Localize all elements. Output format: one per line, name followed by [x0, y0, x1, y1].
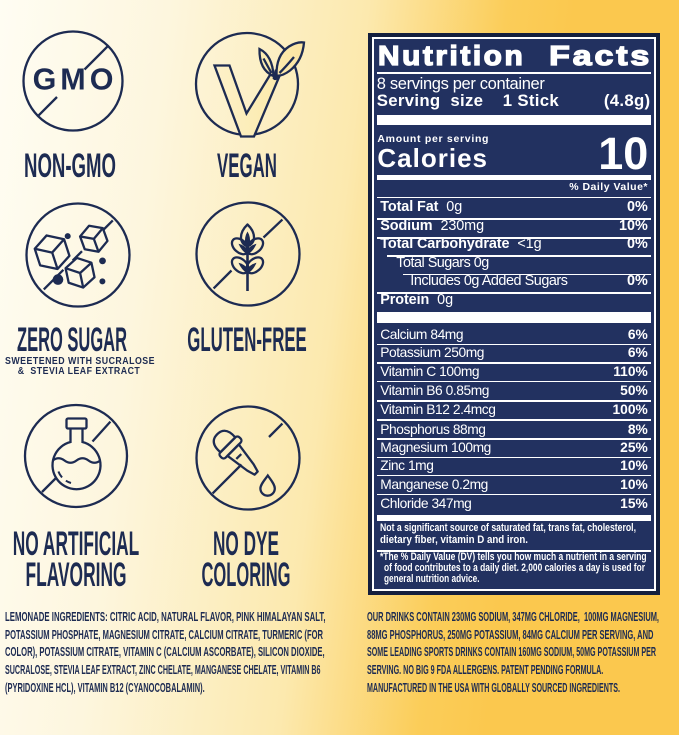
svg-text:GMO: GMO — [32, 63, 117, 97]
